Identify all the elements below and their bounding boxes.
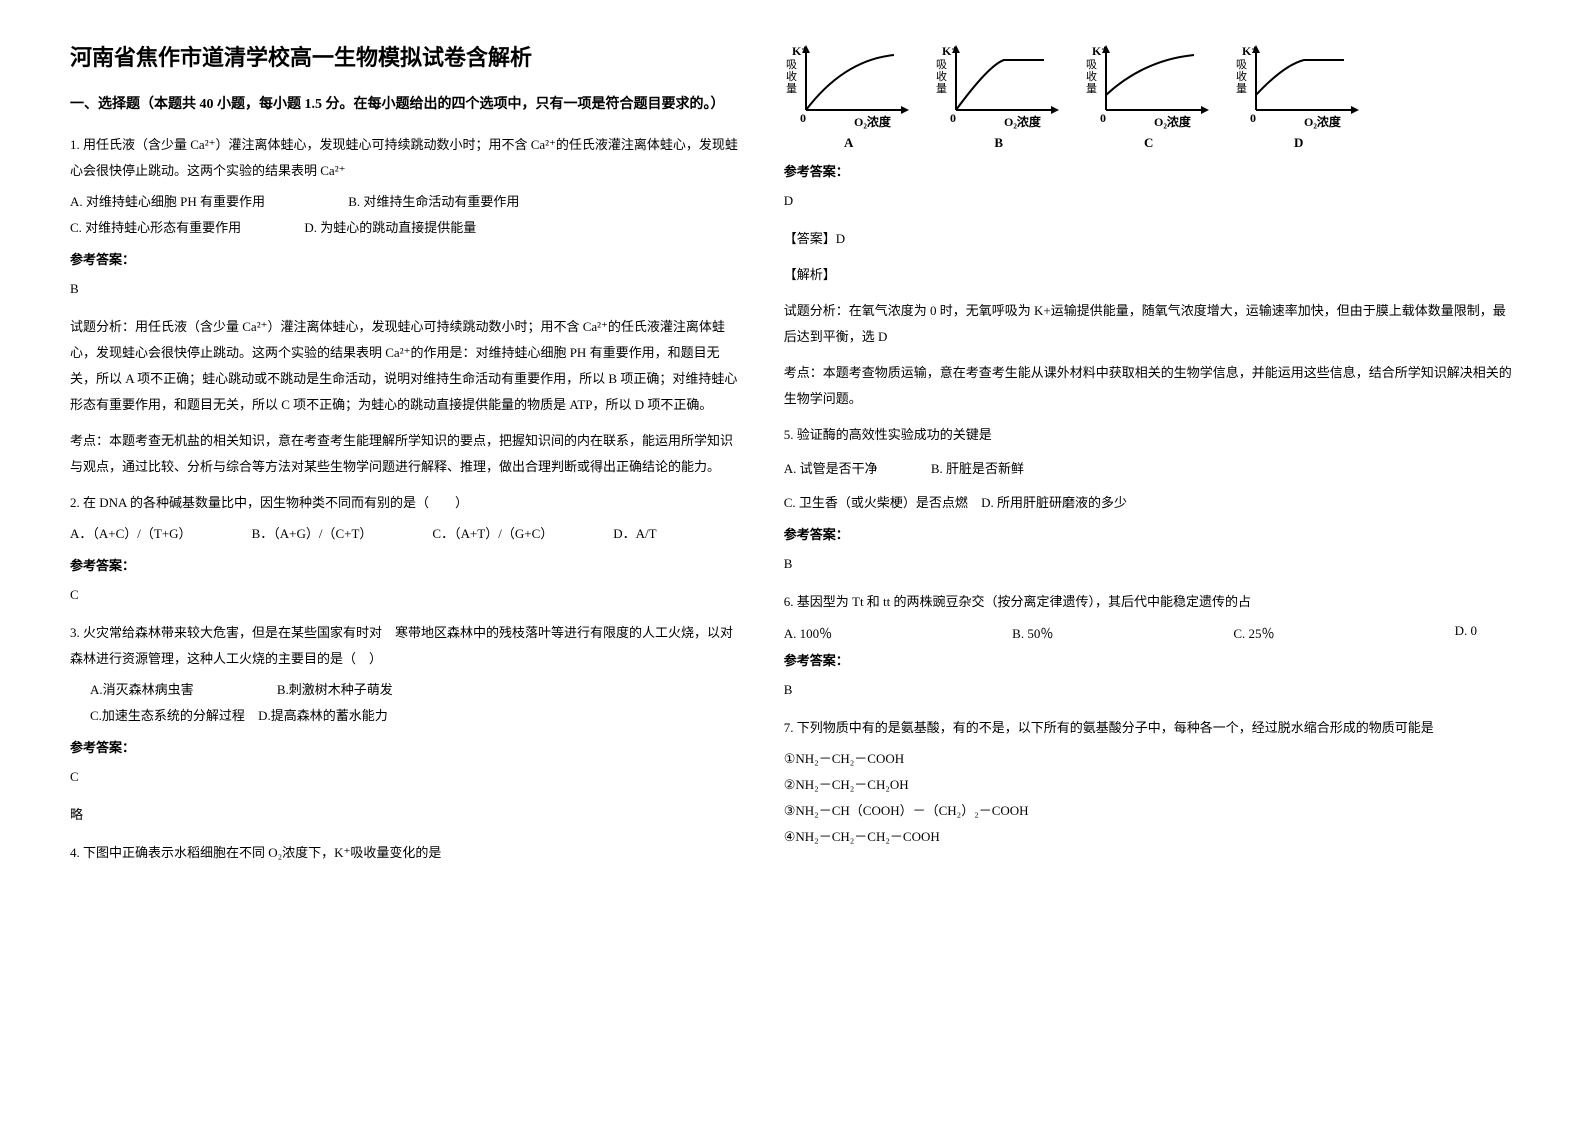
q3-answer-label: 参考答案： bbox=[70, 737, 744, 756]
q3-note: 略 bbox=[70, 802, 744, 828]
q1-optC: C. 对维持蛙心形态有重要作用 bbox=[70, 220, 241, 235]
q6-optC: C. 25％ bbox=[1233, 623, 1274, 642]
chart-B: K⁺ 吸 收 量 0 O₂浓度 B bbox=[934, 40, 1064, 151]
chart-C-label: C bbox=[1084, 135, 1214, 151]
chart-C: K⁺ 吸 收 量 0 O₂浓度 C bbox=[1084, 40, 1214, 151]
q6-optB: B. 50％ bbox=[1012, 623, 1053, 642]
q4-answer-label: 参考答案： bbox=[784, 161, 1517, 180]
q2-optB: B．（A+G）/（C+T） bbox=[252, 521, 373, 547]
q2-text: 2. 在 DNA 的各种碱基数量比中，因生物种类不同而有别的是（ ） bbox=[70, 490, 744, 516]
q3-options-row1: A.消灭森林病虫害 B.刺激树木种子萌发 bbox=[70, 677, 744, 703]
svg-text:收: 收 bbox=[786, 69, 797, 83]
q2-answer-label: 参考答案： bbox=[70, 555, 744, 574]
q1-optB: B. 对维持生命活动有重要作用 bbox=[348, 194, 519, 209]
q3-optA: A.消灭森林病虫害 bbox=[90, 682, 194, 697]
q2-answer: C bbox=[70, 582, 744, 608]
q4-explanation1: 试题分析：在氧气浓度为 0 时，无氧呼吸为 K+运输提供能量，随氧气浓度增大，运… bbox=[784, 298, 1517, 350]
q4-exp-bracket: 【解析】 bbox=[784, 262, 1517, 288]
section-header: 一、选择题（本题共 40 小题，每小题 1.5 分。在每小题给出的四个选项中，只… bbox=[70, 92, 744, 117]
q3-optB: B.刺激树木种子萌发 bbox=[277, 682, 393, 697]
svg-text:收: 收 bbox=[1086, 69, 1097, 83]
q4-ans-bracket: 【答案】D bbox=[784, 226, 1517, 252]
chart-D-label: D bbox=[1234, 135, 1364, 151]
svg-text:收: 收 bbox=[936, 69, 947, 83]
q5-options-row1: A. 试管是否干净 B. 肝脏是否新鲜 bbox=[784, 456, 1517, 482]
q7-opt3: ③NH₂－CH（COOH）－（CH₂）₂－COOH bbox=[784, 798, 1517, 824]
svg-text:0: 0 bbox=[1250, 111, 1256, 125]
q1-optA: A. 对维持蛙心细胞 PH 有重要作用 bbox=[70, 194, 265, 209]
svg-text:O₂浓度: O₂浓度 bbox=[854, 114, 892, 129]
q3-optC: C.加速生态系统的分解过程 bbox=[90, 708, 245, 723]
svg-text:O₂浓度: O₂浓度 bbox=[1004, 114, 1042, 129]
q3-options-row2: C.加速生态系统的分解过程 D.提高森林的蓄水能力 bbox=[70, 703, 744, 729]
chart-B-label: B bbox=[934, 135, 1064, 151]
svg-text:吸: 吸 bbox=[786, 59, 797, 71]
q1-optD: D. 为蛙心的跳动直接提供能量 bbox=[304, 220, 476, 235]
q1-answer: B bbox=[70, 276, 744, 302]
q2-optC: C．（A+T）/（G+C） bbox=[432, 521, 553, 547]
svg-text:量: 量 bbox=[1086, 82, 1097, 95]
q5-optD: D. 所用肝脏研磨液的多少 bbox=[981, 495, 1127, 510]
chart-A-label: A bbox=[784, 135, 914, 151]
svg-text:O₂浓度: O₂浓度 bbox=[1304, 114, 1342, 129]
q5-answer-label: 参考答案： bbox=[784, 524, 1517, 543]
q4-explanation2: 考点：本题考查物质运输，意在考查考生能从课外材料中获取相关的生物学信息，并能运用… bbox=[784, 360, 1517, 412]
charts-container: K⁺ 吸 收 量 0 O₂浓度 A K⁺ 吸 收 量 bbox=[784, 40, 1517, 151]
chart-D: K⁺ 吸 收 量 0 O₂浓度 D bbox=[1234, 40, 1364, 151]
q6-optA: A. 100％ bbox=[784, 623, 832, 642]
q2-optA: A．（A+C）/（T+G） bbox=[70, 521, 192, 547]
q6-answer: B bbox=[784, 677, 1517, 703]
q7-opt1: ①NH₂－CH₂－COOH bbox=[784, 746, 1517, 772]
q5-optC: C. 卫生香（或火柴梗）是否点燃 bbox=[784, 495, 968, 510]
svg-text:吸: 吸 bbox=[936, 59, 947, 71]
page-title: 河南省焦作市道清学校高一生物模拟试卷含解析 bbox=[70, 40, 744, 72]
svg-text:量: 量 bbox=[786, 82, 797, 95]
q2-optD: D．A/T bbox=[613, 521, 656, 547]
svg-text:吸: 吸 bbox=[1236, 59, 1247, 71]
q7-opt2: ②NH₂－CH₂－CH₂OH bbox=[784, 772, 1517, 798]
q6-optD: D. 0 bbox=[1455, 623, 1477, 642]
q1-options: A. 对维持蛙心细胞 PH 有重要作用 B. 对维持生命活动有重要作用 bbox=[70, 189, 744, 215]
svg-text:量: 量 bbox=[1236, 82, 1247, 95]
q7-text: 7. 下列物质中有的是氨基酸，有的不是，以下所有的氨基酸分子中，每种各一个，经过… bbox=[784, 715, 1517, 741]
q5-text: 5. 验证酶的高效性实验成功的关键是 bbox=[784, 422, 1517, 448]
svg-text:量: 量 bbox=[936, 82, 947, 95]
q1-explanation1: 试题分析：用任氏液（含少量 Ca²⁺）灌注离体蛙心，发现蛙心可持续跳动数小时；用… bbox=[70, 314, 744, 418]
q5-options-row2: C. 卫生香（或火柴梗）是否点燃 D. 所用肝脏研磨液的多少 bbox=[784, 490, 1517, 516]
svg-text:收: 收 bbox=[1236, 69, 1247, 83]
q5-optB: B. 肝脏是否新鲜 bbox=[931, 461, 1024, 476]
chart-A: K⁺ 吸 收 量 0 O₂浓度 A bbox=[784, 40, 914, 151]
q4-text: 4. 下图中正确表示水稻细胞在不同 O₂浓度下，K⁺吸收量变化的是 bbox=[70, 840, 744, 866]
q6-answer-label: 参考答案： bbox=[784, 650, 1517, 669]
q1-explanation2: 考点：本题考查无机盐的相关知识，意在考查考生能理解所学知识的要点，把握知识间的内… bbox=[70, 428, 744, 480]
q3-optD: D.提高森林的蓄水能力 bbox=[258, 708, 388, 723]
q5-optA: A. 试管是否干净 bbox=[784, 461, 878, 476]
svg-text:0: 0 bbox=[800, 111, 806, 125]
svg-text:0: 0 bbox=[1100, 111, 1106, 125]
q6-options: A. 100％ B. 50％ C. 25％ D. 0 bbox=[784, 623, 1517, 642]
q1-options-row2: C. 对维持蛙心形态有重要作用 D. 为蛙心的跳动直接提供能量 bbox=[70, 215, 744, 241]
q5-answer: B bbox=[784, 551, 1517, 577]
q3-text: 3. 火灾常给森林带来较大危害，但是在某些国家有时对 寒带地区森林中的残枝落叶等… bbox=[70, 620, 744, 672]
svg-text:O₂浓度: O₂浓度 bbox=[1154, 114, 1192, 129]
svg-text:吸: 吸 bbox=[1086, 59, 1097, 71]
q3-answer: C bbox=[70, 764, 744, 790]
q1-answer-label: 参考答案： bbox=[70, 249, 744, 268]
q1-text: 1. 用任氏液（含少量 Ca²⁺）灌注离体蛙心，发现蛙心可持续跳动数小时；用不含… bbox=[70, 132, 744, 184]
q2-options: A．（A+C）/（T+G） B．（A+G）/（C+T） C．（A+T）/（G+C… bbox=[70, 521, 744, 547]
svg-text:0: 0 bbox=[950, 111, 956, 125]
q4-answer: D bbox=[784, 188, 1517, 214]
q6-text: 6. 基因型为 Tt 和 tt 的两株豌豆杂交（按分离定律遗传），其后代中能稳定… bbox=[784, 589, 1517, 615]
q7-opt4: ④NH₂－CH₂－CH₂－COOH bbox=[784, 824, 1517, 850]
